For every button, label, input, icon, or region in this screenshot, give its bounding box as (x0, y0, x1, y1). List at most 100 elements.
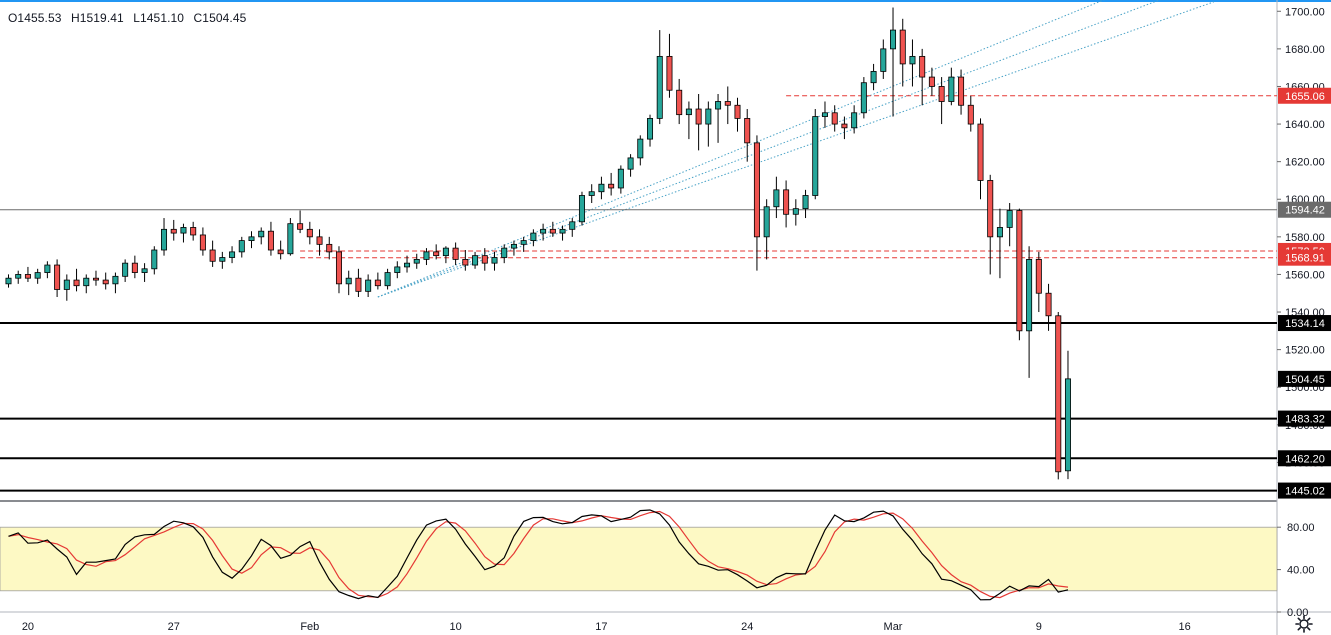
ohlc-legend: O1455.53 H1519.41 L1451.10 C1504.45 (8, 11, 252, 25)
level-label-3: 1568.91 (1285, 253, 1325, 265)
candle-body-24 (238, 240, 245, 253)
stoch-tick-label-0: 80.00 (1287, 522, 1315, 534)
level-tag-3 (1278, 249, 1331, 266)
candles (5, 7, 1071, 480)
level-tag-6 (1278, 410, 1331, 427)
candle-body-32 (316, 236, 323, 245)
time-label-1: 27 (168, 621, 180, 633)
candle-body-55 (540, 228, 547, 234)
stoch-band (0, 526, 1278, 592)
candle-body-74 (724, 101, 731, 106)
candle-body-41 (404, 262, 411, 268)
candle-body-98 (958, 76, 965, 106)
candle-body-31 (306, 228, 313, 238)
level-tag-5 (1278, 370, 1331, 387)
time-label-7: 9 (1036, 621, 1042, 633)
candle-body-3 (34, 272, 41, 279)
candle-body-105 (1026, 258, 1033, 332)
candle-body-42 (413, 258, 420, 264)
candle-body-21 (209, 249, 216, 262)
level-label-8: 1445.02 (1285, 486, 1325, 498)
price-tick-label-9: 1520.00 (1285, 345, 1325, 357)
level-tag-8 (1278, 482, 1331, 499)
candle-body-81 (792, 208, 799, 215)
candle-body-53 (520, 240, 527, 245)
candle-body-67 (656, 55, 663, 119)
candle-body-15 (151, 249, 158, 270)
time-label-0: 20 (22, 621, 34, 633)
candle-body-39 (384, 272, 391, 287)
ohlc-open: O1455.53 (8, 11, 62, 25)
stoch-tick-label-1: 40.00 (1287, 565, 1315, 577)
candle-body-22 (219, 257, 226, 262)
ohlc-high: H1519.41 (70, 11, 124, 25)
candle-body-2 (24, 274, 31, 279)
candle-body-6 (63, 279, 70, 290)
candle-body-106 (1035, 258, 1042, 294)
candle-body-68 (666, 55, 673, 91)
candle-body-9 (92, 277, 99, 281)
candle-body-61 (598, 183, 605, 193)
candle-body-92 (899, 29, 906, 65)
candle-body-17 (170, 228, 177, 234)
candle-body-87 (851, 112, 858, 129)
candle-body-77 (753, 142, 760, 238)
candle-body-99 (967, 104, 974, 125)
candle-body-47 (462, 258, 469, 266)
price-axis: 1700.001680.001660.001640.001620.001600.… (1277, 6, 1325, 469)
candle-body-30 (297, 223, 304, 230)
candle-body-33 (326, 243, 333, 253)
price-tick-label-0: 1700.00 (1285, 6, 1325, 18)
candle-body-57 (559, 228, 566, 234)
candle-body-11 (112, 275, 119, 285)
candle-body-100 (977, 123, 984, 181)
candle-body-45 (442, 247, 449, 257)
candle-body-36 (355, 277, 362, 292)
candle-body-35 (345, 277, 352, 285)
candle-body-29 (287, 223, 294, 255)
price-tick-label-3: 1640.00 (1285, 119, 1325, 131)
candle-body-66 (647, 118, 654, 140)
time-axis: 20 27 Feb 10 17 24 Mar 9 16 (22, 621, 1191, 633)
stoch-k-line (8, 509, 1069, 601)
candle-body-101 (987, 180, 994, 238)
candle-body-72 (705, 108, 712, 125)
time-label-8: 16 (1178, 621, 1190, 633)
settings-gear-icon[interactable] (1294, 614, 1314, 634)
candle-body-71 (695, 108, 702, 125)
candle-body-10 (102, 279, 109, 285)
candle-body-23 (229, 251, 236, 258)
time-label-2: Feb (300, 621, 319, 633)
level-label-1: 1594.42 (1285, 205, 1325, 217)
candle-body-62 (608, 183, 615, 189)
candle-body-70 (685, 108, 692, 116)
candle-body-54 (530, 232, 537, 242)
candle-body-83 (812, 116, 819, 196)
price-tick-label-7: 1560.00 (1285, 269, 1325, 281)
candle-body-63 (617, 168, 624, 189)
candle-body-5 (54, 264, 61, 290)
stoch-tick-label-2: 0.00 (1287, 607, 1308, 619)
candle-body-65 (637, 138, 644, 159)
candle-body-97 (948, 76, 955, 102)
candle-body-58 (569, 221, 576, 230)
candle-body-18 (180, 227, 187, 234)
candle-body-82 (802, 195, 809, 210)
candle-body-19 (190, 227, 197, 236)
price-tick-label-1: 1680.00 (1285, 44, 1325, 56)
time-label-4: 17 (595, 621, 607, 633)
ohlc-low: L1451.10 (133, 11, 185, 25)
ohlc-close: C1504.45 (193, 11, 247, 25)
candle-body-12 (122, 262, 129, 277)
candle-body-52 (510, 243, 517, 249)
candle-body-1 (15, 274, 22, 279)
candle-body-38 (374, 279, 381, 287)
candle-body-95 (928, 76, 935, 87)
candle-body-89 (870, 71, 877, 84)
candle-body-73 (715, 101, 722, 110)
level-label-5: 1504.45 (1285, 374, 1325, 386)
candle-body-44 (433, 251, 440, 257)
candle-body-64 (627, 157, 634, 170)
